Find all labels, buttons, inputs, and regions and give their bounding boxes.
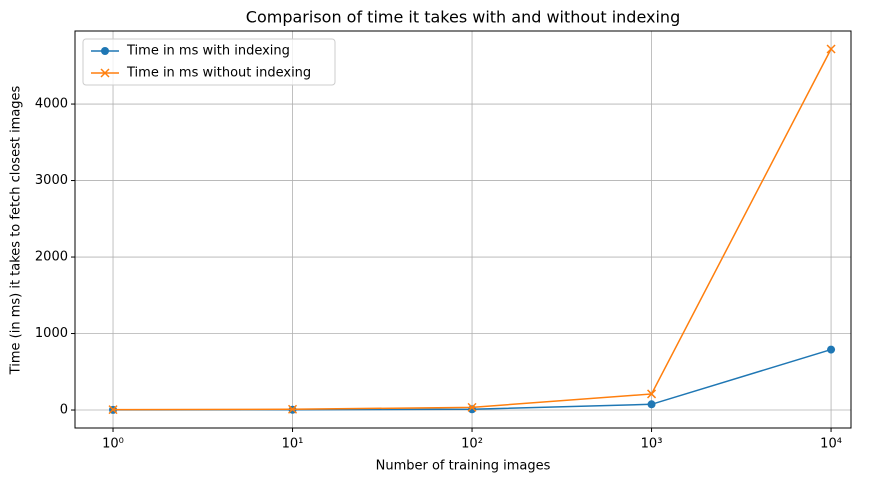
legend-label: Time in ms with indexing bbox=[126, 44, 290, 59]
y-tick-label: 4000 bbox=[35, 97, 68, 112]
marker bbox=[108, 405, 118, 415]
x-tick-label: 10² bbox=[461, 437, 483, 452]
marker bbox=[826, 44, 836, 54]
marker bbox=[647, 389, 657, 399]
legend-label: Time in ms without indexing bbox=[126, 66, 311, 81]
x-tick-label: 10⁰ bbox=[102, 437, 124, 452]
y-tick-label: 2000 bbox=[35, 250, 68, 265]
plot-frame bbox=[74, 30, 852, 429]
x-tick-label: 10⁴ bbox=[820, 437, 842, 452]
marker bbox=[647, 400, 656, 409]
marker bbox=[288, 404, 298, 414]
marker bbox=[827, 345, 836, 354]
marker bbox=[467, 402, 477, 412]
chart-title: Comparison of time it takes with and wit… bbox=[246, 8, 680, 27]
legend-marker bbox=[100, 68, 110, 78]
y-axis-label: Time (in ms) it takes to fetch closest i… bbox=[9, 85, 24, 375]
y-tick-label: 0 bbox=[60, 403, 68, 418]
y-tick-label: 3000 bbox=[35, 173, 68, 188]
x-axis-label: Number of training images bbox=[376, 459, 551, 474]
x-tick-label: 10¹ bbox=[282, 437, 304, 452]
legend-box bbox=[82, 38, 336, 86]
x-tick-label: 10³ bbox=[641, 437, 663, 452]
legend-marker bbox=[101, 47, 109, 55]
y-tick-label: 1000 bbox=[35, 326, 68, 341]
